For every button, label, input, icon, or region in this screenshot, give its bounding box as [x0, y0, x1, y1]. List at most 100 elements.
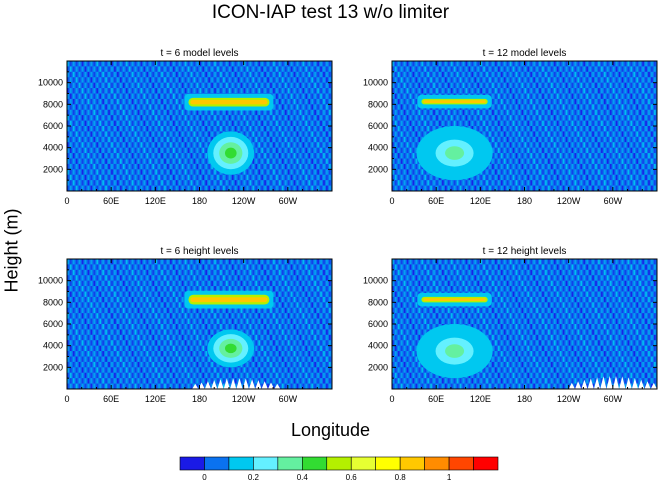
noise-cell: [636, 88, 639, 94]
noise-cell: [220, 88, 222, 94]
noise-cell: [551, 136, 553, 143]
noise-cell: [551, 104, 553, 110]
noise-cell: [633, 61, 636, 67]
noise-cell: [96, 88, 99, 94]
noise-cell: [592, 153, 594, 159]
noise-cell: [69, 356, 72, 362]
noise-cell: [81, 104, 84, 110]
noise-cell: [75, 93, 78, 99]
noise-cell: [90, 71, 93, 78]
noise-cell: [305, 131, 308, 137]
noise-cell: [314, 174, 316, 181]
noise-cell: [580, 136, 583, 143]
noise-cell: [536, 115, 538, 121]
noise-cell: [527, 61, 530, 67]
noise-cell: [474, 180, 477, 186]
noise-cell: [518, 185, 521, 191]
noise-cell: [477, 66, 480, 72]
noise-cell: [84, 98, 87, 105]
noise-cell: [117, 180, 119, 186]
noise-cell: [329, 147, 331, 154]
noise-cell: [627, 142, 630, 148]
noise-cell: [93, 115, 96, 121]
noise-cell: [158, 109, 160, 116]
noise-cell: [193, 158, 196, 164]
noise-cell: [67, 356, 69, 362]
noise-cell: [90, 345, 93, 352]
noise-cell: [293, 115, 296, 121]
noise-cell: [214, 131, 216, 137]
noise-cell: [615, 180, 618, 186]
noise-cell: [586, 93, 588, 99]
noise-cell: [406, 109, 409, 116]
noise-cell: [551, 66, 553, 72]
noise-cell: [111, 334, 113, 341]
noise-cell: [305, 126, 308, 132]
noise-cell: [67, 136, 69, 143]
noise-cell: [173, 180, 175, 186]
noise-cell: [193, 66, 196, 72]
noise-cell: [320, 163, 322, 170]
noise-cell: [400, 131, 403, 137]
noise-cell: [96, 61, 99, 67]
noise-cell: [409, 77, 412, 83]
noise-cell: [125, 93, 128, 99]
noise-cell: [108, 296, 110, 303]
noise-cell: [562, 104, 565, 110]
noise-cell: [125, 318, 128, 324]
noise-cell: [181, 147, 184, 154]
noise-cell: [84, 329, 87, 335]
noise-cell: [187, 77, 190, 83]
noise-cell: [108, 169, 110, 175]
noise-cell: [500, 82, 503, 89]
noise-cell: [117, 98, 119, 105]
noise-cell: [78, 98, 81, 105]
noise-cell: [108, 77, 110, 83]
noise-cell: [202, 131, 205, 137]
noise-cell: [439, 115, 441, 121]
noise-cell: [409, 98, 412, 105]
noise-cell: [439, 71, 441, 78]
noise-cell: [75, 147, 78, 154]
noise-cell: [468, 88, 471, 94]
noise-cell: [261, 126, 263, 132]
noise-cell: [421, 66, 424, 72]
noise-cell: [308, 115, 311, 121]
noise-cell: [90, 169, 93, 175]
noise-cell: [84, 345, 87, 352]
noise-cell: [217, 131, 219, 137]
noise-cell: [255, 142, 258, 148]
noise-cell: [78, 259, 81, 265]
noise-cell: [99, 136, 102, 143]
noise-cell: [249, 169, 252, 175]
noise-cell: [308, 147, 311, 154]
noise-cell: [492, 158, 494, 164]
noise-cell: [90, 131, 93, 137]
noise-cell: [642, 136, 644, 143]
noise-cell: [533, 158, 535, 164]
noise-cell: [270, 109, 272, 116]
noise-cell: [125, 383, 128, 389]
noise-cell: [190, 88, 193, 94]
noise-cell: [114, 351, 116, 357]
noise-cell: [102, 378, 104, 384]
noise-cell: [320, 77, 322, 83]
noise-cell: [314, 153, 316, 159]
noise-cell: [199, 66, 202, 72]
noise-cell: [574, 147, 577, 154]
noise-cell: [583, 158, 586, 164]
noise-cell: [299, 71, 302, 78]
noise-cell: [618, 82, 621, 89]
noise-cell: [645, 153, 647, 159]
noise-cell: [284, 109, 287, 116]
noise-cell: [78, 361, 81, 368]
noise-cell: [495, 131, 497, 137]
noise-cell: [329, 126, 331, 132]
noise-cell: [223, 174, 225, 181]
noise-cell: [202, 136, 205, 143]
noise-cell: [193, 147, 196, 154]
noise-cell: [75, 104, 78, 110]
noise-cell: [99, 340, 102, 346]
noise-cell: [486, 115, 488, 121]
noise-cell: [574, 169, 577, 175]
